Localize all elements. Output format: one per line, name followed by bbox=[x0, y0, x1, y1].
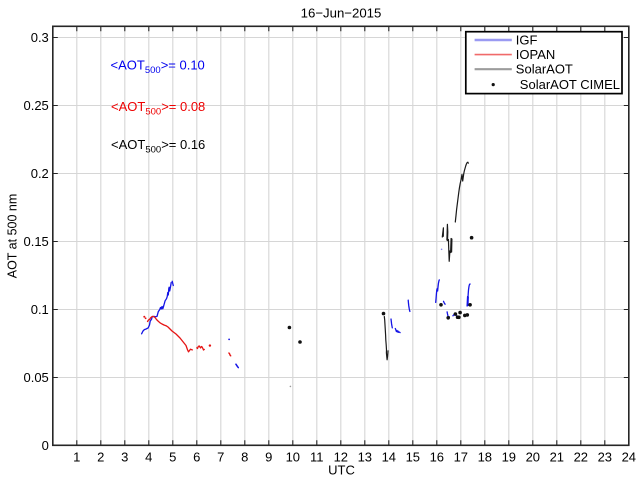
svg-text:23: 23 bbox=[598, 449, 612, 464]
svg-text:SolarAOT: SolarAOT bbox=[516, 62, 573, 77]
svg-text:20: 20 bbox=[526, 449, 540, 464]
svg-text:16: 16 bbox=[430, 449, 444, 464]
svg-text:5: 5 bbox=[169, 449, 176, 464]
svg-text:10: 10 bbox=[286, 449, 300, 464]
svg-text:IOPAN: IOPAN bbox=[516, 47, 556, 62]
svg-text:0.15: 0.15 bbox=[23, 234, 48, 249]
svg-text:0.2: 0.2 bbox=[31, 166, 49, 181]
svg-text:4: 4 bbox=[145, 449, 152, 464]
svg-text:15: 15 bbox=[406, 449, 420, 464]
svg-text:6: 6 bbox=[193, 449, 200, 464]
svg-text:<AOT500>= 0.16: <AOT500>= 0.16 bbox=[111, 137, 205, 156]
svg-text:IGF: IGF bbox=[516, 32, 538, 47]
svg-text:9: 9 bbox=[265, 449, 272, 464]
svg-text:18: 18 bbox=[478, 449, 492, 464]
svg-text:17: 17 bbox=[454, 449, 468, 464]
svg-text:3: 3 bbox=[121, 449, 128, 464]
svg-text:7: 7 bbox=[217, 449, 224, 464]
svg-text:<AOT500>= 0.08: <AOT500>= 0.08 bbox=[111, 99, 205, 118]
svg-text:24: 24 bbox=[622, 449, 636, 464]
svg-text:<AOT500>= 0.10: <AOT500>= 0.10 bbox=[111, 58, 205, 77]
svg-text:13: 13 bbox=[358, 449, 372, 464]
svg-text:SolarAOT CIMEL: SolarAOT CIMEL bbox=[520, 77, 620, 92]
svg-text:0.25: 0.25 bbox=[23, 98, 48, 113]
svg-text:8: 8 bbox=[241, 449, 248, 464]
svg-text:AOT at 500 nm: AOT at 500 nm bbox=[5, 194, 19, 279]
svg-text:UTC: UTC bbox=[328, 463, 355, 478]
svg-text:14: 14 bbox=[382, 449, 396, 464]
svg-text:2: 2 bbox=[97, 449, 104, 464]
svg-text:12: 12 bbox=[334, 449, 348, 464]
svg-text:0.3: 0.3 bbox=[31, 30, 49, 45]
svg-text:21: 21 bbox=[550, 449, 564, 464]
svg-text:0.05: 0.05 bbox=[23, 370, 48, 385]
svg-text:1: 1 bbox=[73, 449, 80, 464]
svg-text:0: 0 bbox=[42, 438, 49, 453]
svg-text:0.1: 0.1 bbox=[31, 302, 49, 317]
svg-text:19: 19 bbox=[502, 449, 516, 464]
svg-text:22: 22 bbox=[574, 449, 588, 464]
svg-text:16−Jun−2015: 16−Jun−2015 bbox=[301, 5, 382, 20]
svg-text:11: 11 bbox=[310, 449, 324, 464]
